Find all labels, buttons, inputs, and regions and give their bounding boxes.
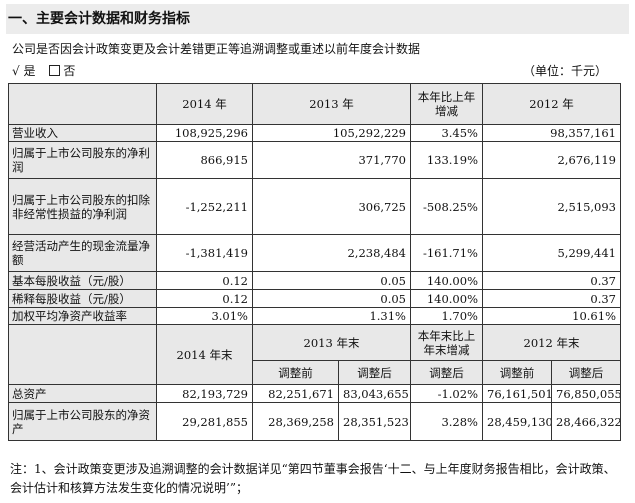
- value-change: 133.19%: [410, 141, 483, 179]
- header-2014: 2014 年: [156, 83, 253, 125]
- value-2013-before: 28,369,258: [252, 402, 339, 441]
- header-2013-end: 2013 年末: [252, 324, 411, 361]
- row-label: 归属于上市公司股东的净利润: [8, 141, 157, 179]
- value-2013: 105,292,229: [252, 124, 411, 142]
- value-2014: 0.12: [156, 271, 253, 290]
- subheader-2012-after: 调整后: [551, 360, 621, 385]
- value-2012-before: 76,161,501: [482, 384, 552, 403]
- row-label: 稀释每股收益（元/股）: [8, 289, 157, 308]
- option-yes-label: 是: [23, 64, 36, 78]
- table-row: 归属于上市公司股东的净资产 29,281,855 28,369,258 28,3…: [8, 402, 621, 441]
- header-2012: 2012 年: [482, 83, 621, 125]
- value-2014: 108,925,296: [156, 124, 253, 142]
- value-2014-end: 82,193,729: [156, 384, 253, 403]
- value-change: -1.02%: [410, 384, 483, 403]
- option-no-label: 否: [63, 64, 76, 78]
- value-2014: 866,915: [156, 141, 253, 179]
- value-change: 3.45%: [410, 124, 483, 142]
- header-yoy-change: 本年比上年增减: [410, 83, 483, 125]
- checkbox-icon: [49, 65, 61, 76]
- header-yoy-change-end: 本年末比上年末增减: [410, 324, 483, 361]
- footnote: 注：1、会计政策变更涉及追溯调整的会计数据详见“第四节董事会报告‘十二、与上年度…: [10, 462, 616, 495]
- header-2013: 2013 年: [252, 83, 411, 125]
- header-2014-end: 2014 年末: [156, 324, 253, 385]
- value-2013: 2,238,484: [252, 234, 411, 272]
- value-2012: 2,676,119: [482, 141, 621, 179]
- value-2012: 98,357,161: [482, 124, 621, 142]
- value-2014: 0.12: [156, 289, 253, 308]
- table1-header-row: 2014 年 2013 年 本年比上年增减 2012 年: [8, 83, 621, 125]
- subheader-2013-before: 调整前: [252, 360, 339, 385]
- value-2013: 1.31%: [252, 307, 411, 325]
- row-label: 基本每股收益（元/股）: [8, 271, 157, 290]
- value-change: 140.00%: [410, 289, 483, 308]
- table-row: 营业收入 108,925,296 105,292,229 3.45% 98,35…: [8, 124, 621, 142]
- check-mark: √: [12, 64, 20, 78]
- table-row: 加权平均净资产收益率 3.01% 1.31% 1.70% 10.61%: [8, 307, 621, 325]
- subheader-2012-before: 调整前: [482, 360, 552, 385]
- value-2013-after: 83,043,655: [338, 384, 411, 403]
- table-row: 总资产 82,193,729 82,251,671 83,043,655 -1.…: [8, 384, 621, 403]
- value-2012-after: 28,466,322: [551, 402, 621, 441]
- table-row: 基本每股收益（元/股） 0.12 0.05 140.00% 0.37: [8, 271, 621, 290]
- value-change: 140.00%: [410, 271, 483, 290]
- table-row: 稀释每股收益（元/股） 0.12 0.05 140.00% 0.37: [8, 289, 621, 308]
- value-2014: -1,381,419: [156, 234, 253, 272]
- value-2014-end: 29,281,855: [156, 402, 253, 441]
- table2-subheader-row: 调整前 调整后 调整后 调整前 调整后: [9, 360, 621, 385]
- table-row: 归属于上市公司股东的扣除非经常性损益的净利润 -1,252,211 306,72…: [8, 178, 621, 235]
- unit-label: （单位：千元）: [522, 64, 607, 78]
- subheader-2013-after: 调整后: [338, 360, 411, 385]
- value-2012: 0.37: [482, 271, 621, 290]
- value-2012: 5,299,441: [482, 234, 621, 272]
- value-2013-before: 82,251,671: [252, 384, 339, 403]
- value-2012: 10.61%: [482, 307, 621, 325]
- row-label: 加权平均净资产收益率: [8, 307, 157, 325]
- row-label: 归属于上市公司股东的净资产: [8, 402, 157, 441]
- value-change: 1.70%: [410, 307, 483, 325]
- row-label: 归属于上市公司股东的扣除非经常性损益的净利润: [8, 178, 157, 235]
- value-2014: -1,252,211: [156, 178, 253, 235]
- subheader-change-after: 调整后: [410, 360, 483, 385]
- value-2013: 0.05: [252, 271, 411, 290]
- value-2013: 371,770: [252, 141, 411, 179]
- value-2013: 306,725: [252, 178, 411, 235]
- value-2012-after: 76,850,055: [551, 384, 621, 403]
- value-change: -508.25%: [410, 178, 483, 235]
- header-empty-cell: [8, 324, 157, 385]
- value-2013-after: 28,351,523: [338, 402, 411, 441]
- section-title: 一、主要会计数据和财务指标: [6, 4, 629, 34]
- row-label: 经营活动产生的现金流量净额: [8, 234, 157, 272]
- value-change: -161.71%: [410, 234, 483, 272]
- value-2013: 0.05: [252, 289, 411, 308]
- restatement-notice: 公司是否因会计政策变更及会计差错更正等追溯调整或重述以前年度会计数据: [12, 42, 421, 56]
- financial-data-table: 2014 年 2013 年 本年比上年增减 2012 年 营业收入 108,92…: [8, 83, 621, 441]
- table-row: 归属于上市公司股东的净利润 866,915 371,770 133.19% 2,…: [8, 141, 621, 179]
- header-empty-cell: [8, 83, 157, 125]
- restatement-options: √ 是 否: [12, 64, 75, 78]
- value-2012: 0.37: [482, 289, 621, 308]
- value-2014: 3.01%: [156, 307, 253, 325]
- table2-header-row: 2014 年末 2013 年末 本年末比上年末增减 2012 年末: [8, 324, 621, 385]
- table-row: 经营活动产生的现金流量净额 -1,381,419 2,238,484 -161.…: [8, 234, 621, 272]
- header-2012-end: 2012 年末: [482, 324, 621, 361]
- value-change: 3.28%: [410, 402, 483, 441]
- row-label: 营业收入: [8, 124, 157, 142]
- value-2012: 2,515,093: [482, 178, 621, 235]
- value-2012-before: 28,459,130: [482, 402, 552, 441]
- row-label: 总资产: [8, 384, 157, 403]
